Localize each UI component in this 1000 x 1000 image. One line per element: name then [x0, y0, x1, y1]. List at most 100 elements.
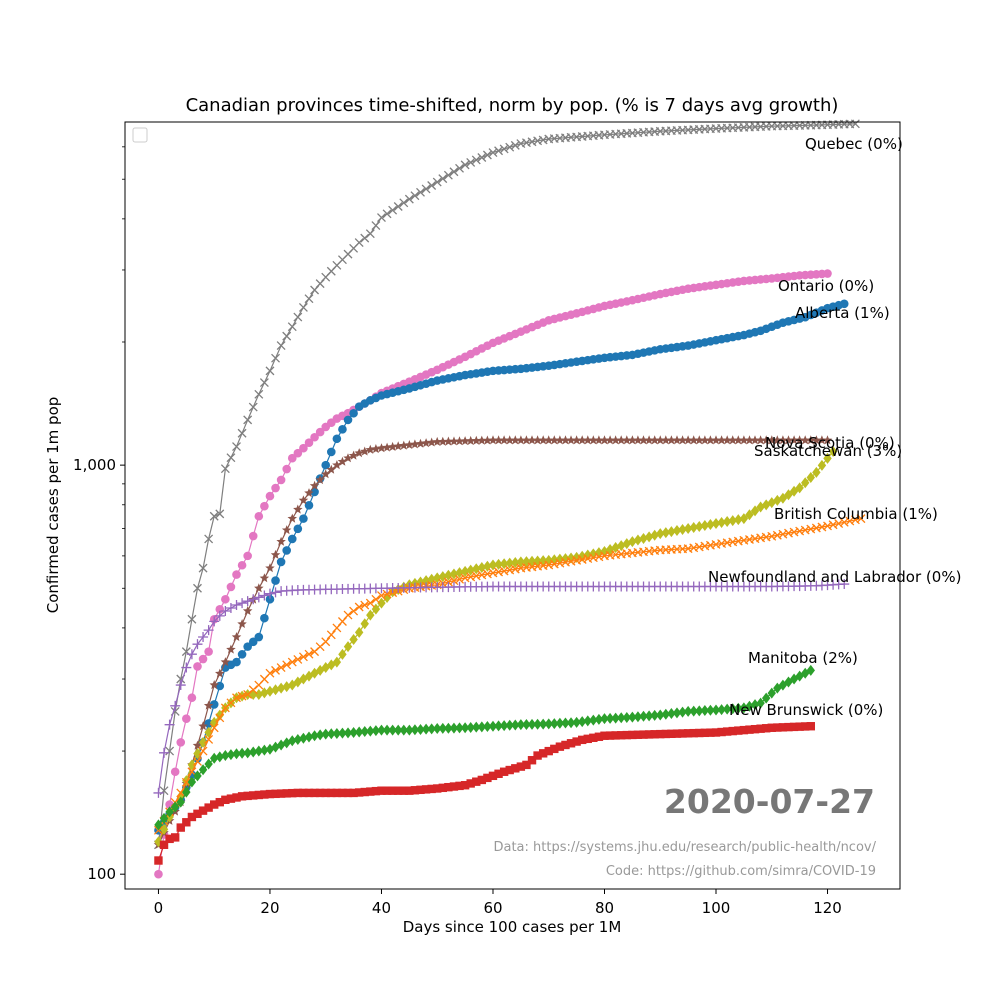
x-tick-label: 60: [483, 899, 502, 917]
data-point: [326, 464, 337, 474]
data-point: [209, 680, 219, 690]
data-point: [204, 534, 214, 544]
data-point: [237, 691, 247, 701]
data-point: [270, 549, 281, 559]
data-point: [444, 782, 453, 792]
data-point: [700, 519, 710, 531]
data-point: [182, 714, 191, 723]
data-point: [739, 702, 749, 714]
data-point: [304, 731, 314, 743]
data-point: [644, 730, 654, 739]
legend-box[interactable]: [132, 127, 148, 143]
data-point: [739, 725, 749, 735]
data-point: [276, 536, 286, 546]
series-label: Ontario (0%): [778, 277, 874, 295]
data-point: [293, 733, 303, 745]
data-point: [644, 435, 654, 445]
data-point: [443, 436, 454, 446]
data-point: [666, 435, 677, 445]
data-point: [806, 472, 815, 484]
data-point: [405, 786, 414, 795]
data-point: [198, 764, 208, 776]
data-point: [232, 442, 241, 452]
data-point: [243, 642, 252, 651]
data-point: [683, 729, 693, 738]
data-point: [688, 435, 699, 445]
data-point: [182, 775, 191, 787]
data-point: [165, 746, 175, 756]
data-point: [566, 717, 576, 729]
data-point: [482, 150, 492, 160]
data-point: [661, 527, 671, 539]
data-point: [209, 511, 219, 521]
data-point: [706, 728, 715, 737]
data-point: [678, 524, 687, 536]
data-point: [672, 435, 682, 445]
date-stamp: 2020-07-27: [664, 782, 875, 821]
data-point: [499, 767, 509, 776]
data-point: [494, 720, 503, 732]
data-point: [287, 657, 297, 667]
data-point: [332, 434, 342, 444]
series-label: Nova Scotia (0%): [765, 434, 895, 452]
data-point: [755, 435, 766, 445]
data-point: [248, 402, 258, 412]
data-point: [744, 435, 755, 445]
data-point: [175, 680, 186, 691]
data-point: [789, 673, 799, 685]
data-point: [410, 724, 420, 736]
data-point: [521, 435, 532, 445]
data-point: [405, 724, 414, 736]
data-point: [661, 708, 671, 720]
y-axis-label: Confirmed cases per 1m pop: [44, 397, 62, 614]
data-point: [215, 713, 225, 723]
data-point: [717, 727, 726, 737]
x-tick-label: 100: [702, 899, 731, 917]
data-point: [633, 435, 643, 445]
data-point: [304, 649, 314, 659]
data-point: [761, 435, 771, 445]
data-point: [845, 516, 855, 526]
data-point: [750, 435, 760, 445]
data-point: [778, 723, 788, 732]
data-point: [382, 209, 392, 219]
data-point: [193, 770, 202, 782]
data-point: [265, 366, 275, 376]
x-tick-label: 40: [372, 899, 391, 917]
data-point: [170, 801, 180, 813]
data-point: [784, 722, 793, 732]
data-point: [850, 119, 860, 129]
series-label: New Brunswick (0%): [729, 701, 883, 719]
data-point: [337, 456, 348, 466]
data-point: [711, 435, 721, 445]
data-point: [527, 435, 537, 445]
data-point: [416, 187, 425, 197]
data-point: [460, 722, 470, 734]
data-point: [477, 775, 487, 785]
code-source-credit[interactable]: Code: https://github.com/simra/COVID-19: [606, 864, 876, 879]
data-point: [605, 712, 615, 724]
data-point: [237, 428, 247, 438]
data-point: [338, 648, 347, 660]
data-point: [533, 718, 542, 730]
data-point: [315, 475, 325, 485]
data-point: [522, 760, 531, 770]
data-point: [377, 786, 386, 795]
data-point: [264, 588, 275, 599]
data-point: [276, 682, 286, 694]
data-point: [376, 443, 387, 453]
data-point: [722, 703, 732, 715]
data-point: [801, 722, 810, 731]
data-source-credit[interactable]: Data: https://systems.jhu.edu/research/p…: [493, 840, 876, 855]
data-point: [276, 341, 286, 351]
data-point: [566, 552, 576, 564]
data-point: [321, 728, 330, 740]
series-labels: Quebec (0%) Ontario (0%) Alberta (1%) Saska…: [708, 135, 961, 719]
data-point: [377, 597, 386, 609]
data-point: [343, 453, 353, 463]
data-point: [750, 505, 760, 517]
data-point: [600, 713, 609, 725]
data-point: [465, 435, 476, 445]
data-point: [477, 153, 487, 162]
data-point: [354, 726, 364, 738]
